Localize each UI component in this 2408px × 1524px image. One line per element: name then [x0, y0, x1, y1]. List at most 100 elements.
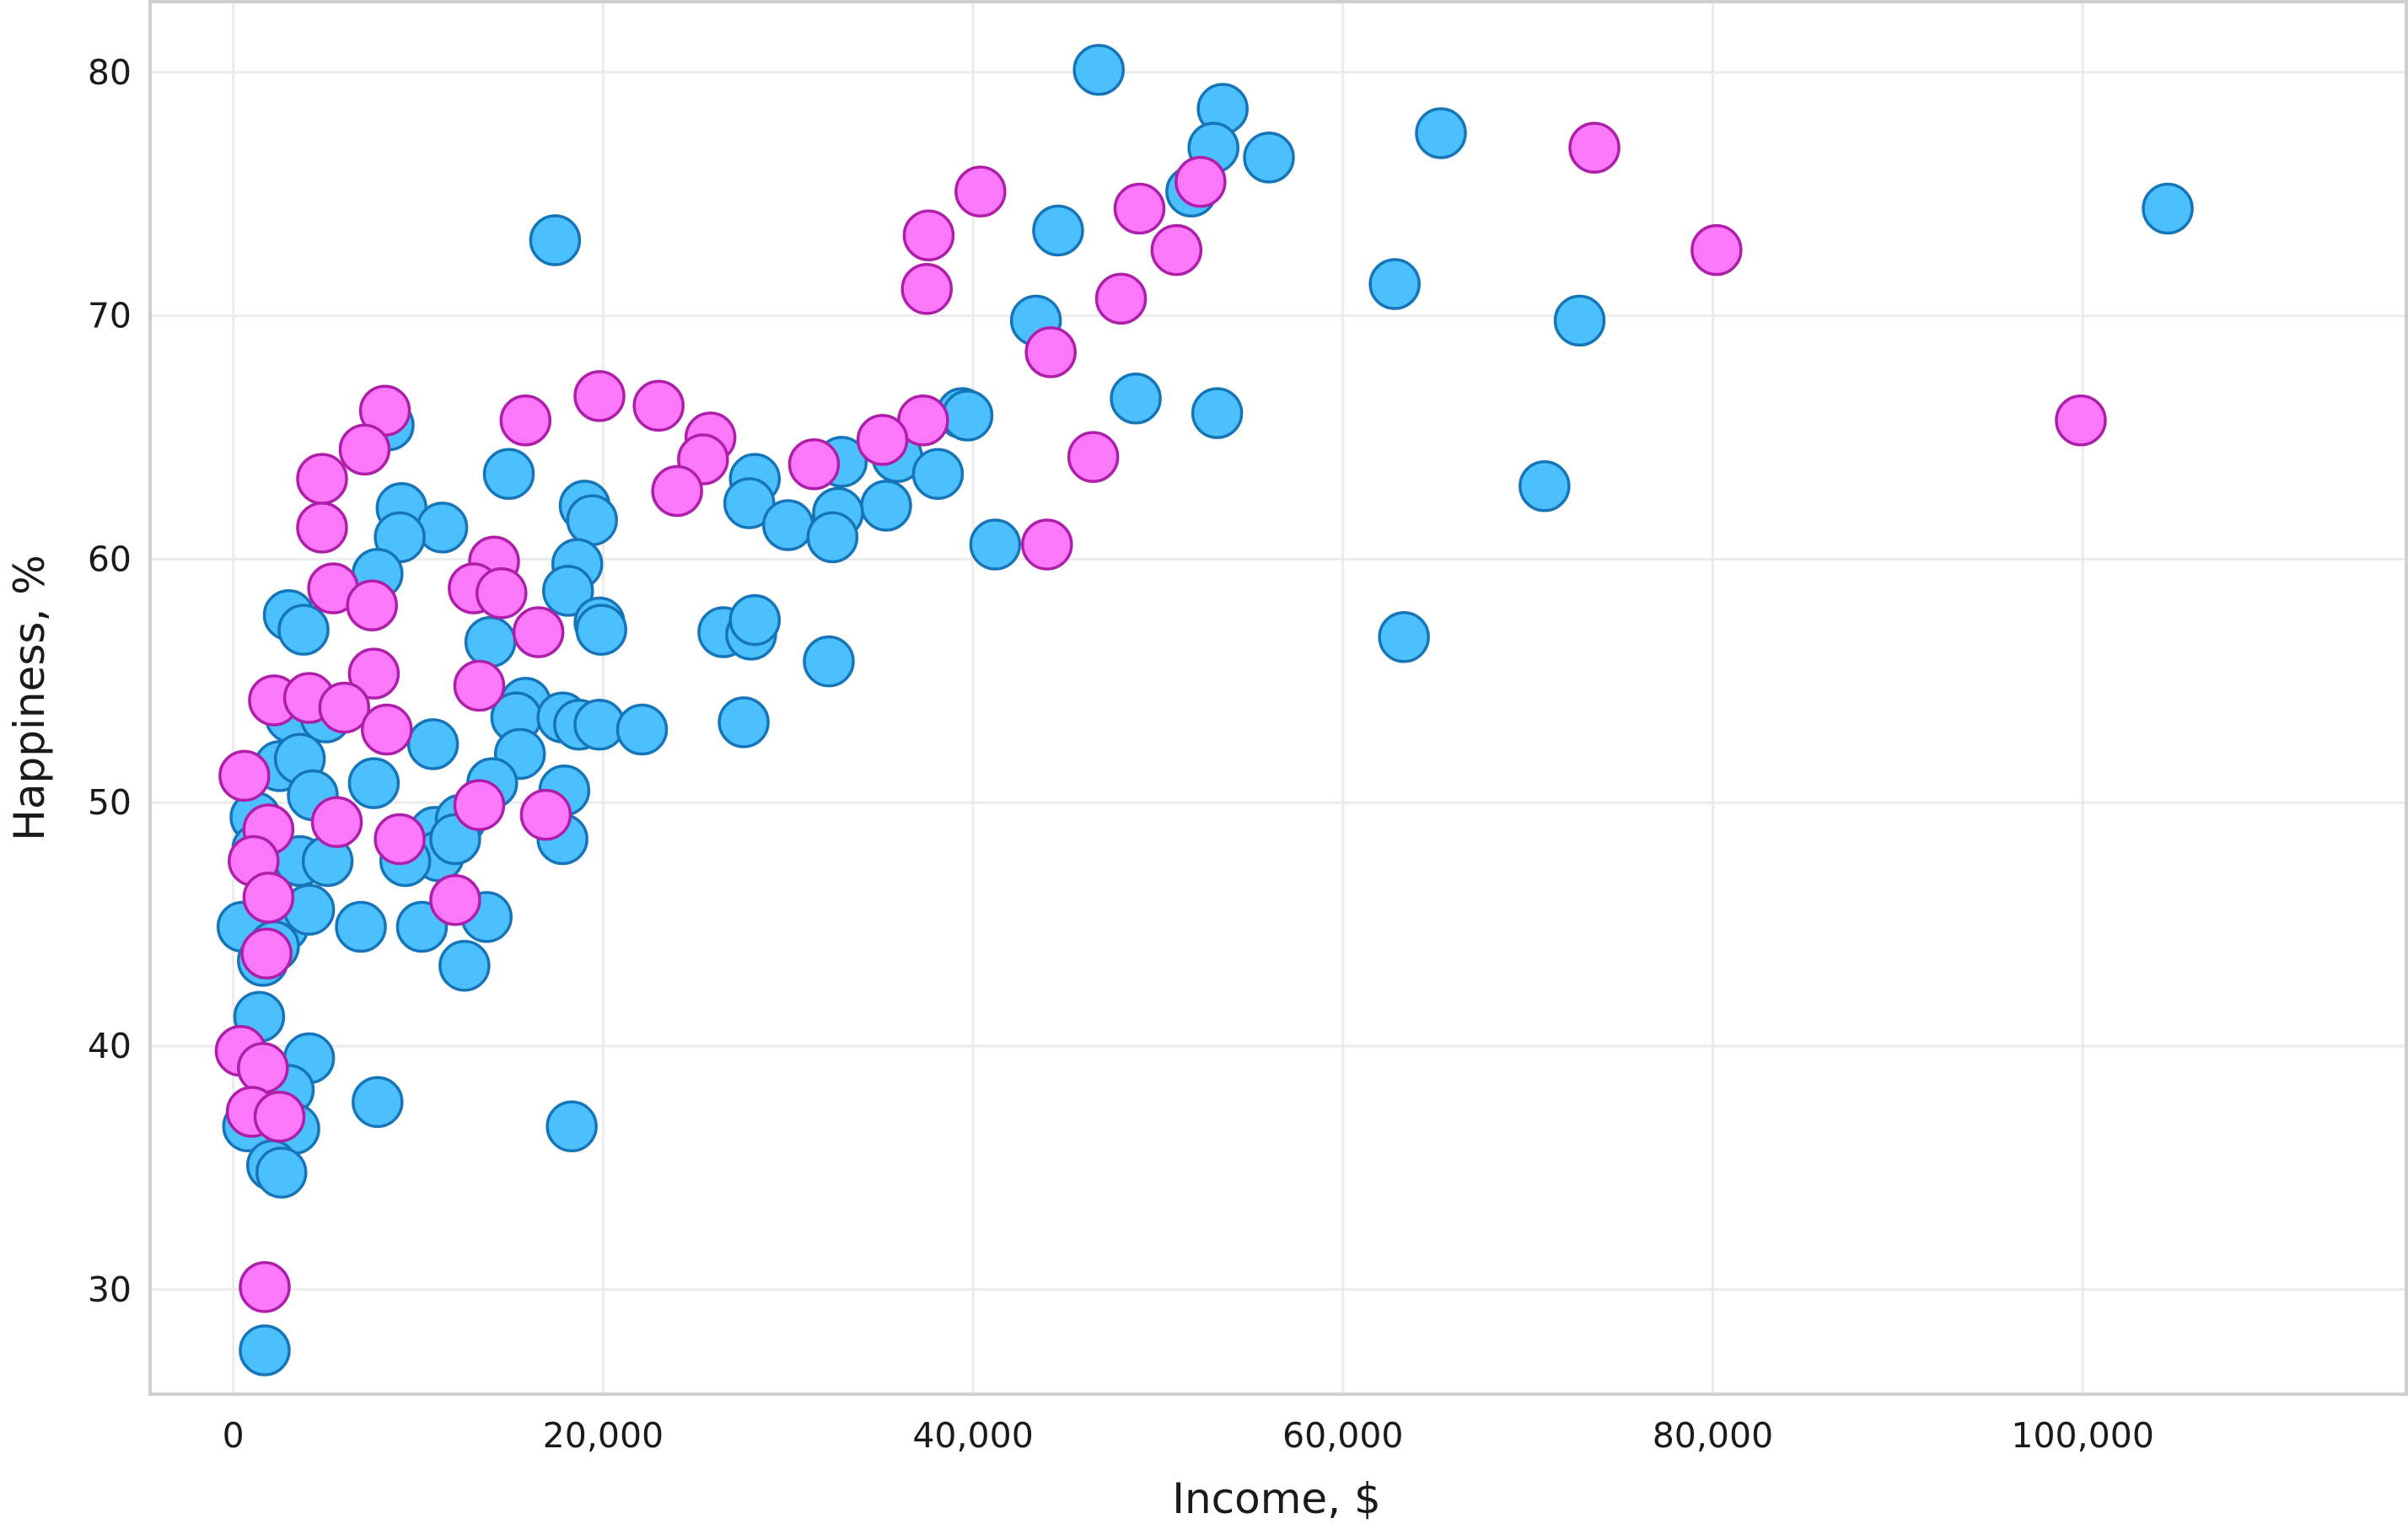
data-point [1110, 373, 1162, 425]
y-tick-label: 60 [88, 539, 132, 579]
data-point [277, 604, 330, 656]
data-point [1415, 107, 1467, 159]
y-tick-label: 70 [88, 296, 132, 336]
x-tick-labels: 0 20,000 40,000 60,000 80,000 100,000 [223, 1415, 2154, 1456]
data-point [374, 813, 426, 866]
data-point [310, 796, 363, 849]
data-point [406, 718, 460, 770]
data-point [1072, 44, 1125, 96]
data-point [941, 389, 994, 442]
data-point [615, 703, 669, 756]
plot-frame [148, 0, 2408, 1396]
data-point [1067, 431, 1120, 483]
data-point [347, 647, 400, 700]
data-point [296, 502, 348, 554]
data-point [239, 1324, 291, 1376]
data-point [476, 567, 528, 620]
x-tick-label: 40,000 [912, 1415, 1033, 1456]
data-point [2142, 182, 2194, 235]
data-point [546, 1100, 598, 1153]
data-point [1150, 223, 1203, 276]
x-tick-label: 20,000 [543, 1415, 664, 1456]
data-point [253, 1091, 306, 1143]
data-point [803, 635, 855, 688]
data-point [718, 696, 770, 749]
data-point [651, 464, 703, 518]
data-point [1568, 121, 1621, 174]
data-point [860, 480, 912, 532]
x-axis-title: Income, $ [1172, 1474, 1381, 1523]
y-gridlines [150, 71, 2406, 1291]
data-point [240, 927, 293, 980]
data-point [911, 448, 965, 501]
data-points [214, 44, 2194, 1376]
data-point [296, 453, 348, 505]
data-point [242, 872, 295, 924]
data-point [453, 779, 506, 831]
data-point [787, 437, 841, 491]
data-point [438, 939, 491, 992]
y-tick-label: 30 [88, 1269, 132, 1310]
data-point [728, 593, 782, 647]
data-point [529, 214, 582, 266]
series-1-points [216, 44, 2194, 1376]
y-tick-label: 50 [88, 782, 132, 823]
data-point [1024, 326, 1077, 378]
data-point [1368, 258, 1421, 310]
data-point [429, 873, 481, 926]
data-point [1113, 182, 1166, 235]
data-point [1191, 387, 1244, 439]
data-point [1518, 459, 1571, 512]
data-point [239, 1261, 291, 1313]
data-point [954, 165, 1007, 218]
data-point [453, 659, 506, 712]
data-point [482, 448, 535, 501]
data-point [575, 604, 627, 656]
data-point [1243, 131, 1295, 184]
x-tick-label: 0 [223, 1415, 245, 1456]
data-point [573, 370, 626, 422]
x-tick-label: 60,000 [1282, 1415, 1403, 1456]
data-point [566, 494, 618, 546]
data-point [512, 606, 565, 658]
x-tick-label: 100,000 [2011, 1415, 2154, 1456]
data-point [723, 477, 776, 529]
data-point [541, 565, 594, 617]
x-tick-label: 80,000 [1653, 1415, 1773, 1456]
data-point [499, 394, 552, 447]
data-point [464, 615, 517, 668]
data-point [1553, 294, 1606, 347]
data-point [2055, 394, 2107, 447]
data-point [361, 703, 413, 756]
data-point [1378, 611, 1430, 663]
data-point [255, 1146, 308, 1199]
data-point [318, 681, 371, 734]
data-point [856, 414, 909, 466]
data-point [346, 579, 398, 632]
series-2-points [214, 121, 2107, 1313]
data-point [969, 518, 1022, 571]
y-tick-label: 80 [88, 52, 132, 93]
data-point [902, 209, 955, 262]
data-point [519, 788, 572, 841]
data-point [900, 263, 953, 315]
data-point [761, 499, 814, 551]
data-point [416, 502, 469, 554]
data-point [632, 379, 685, 432]
data-point [335, 900, 387, 953]
data-point [1690, 223, 1743, 276]
data-point [806, 511, 859, 564]
y-axis-title: Happiness, % [5, 555, 54, 840]
data-point [1174, 155, 1227, 208]
y-tick-labels: 30 40 50 60 70 80 [88, 52, 132, 1310]
data-point [1021, 518, 1073, 571]
data-point [352, 1076, 404, 1129]
data-point [237, 1042, 289, 1094]
data-point [338, 423, 391, 476]
data-point [218, 749, 271, 802]
data-point [1032, 204, 1084, 257]
y-tick-label: 40 [88, 1026, 132, 1066]
data-point [347, 757, 400, 809]
data-point [1094, 272, 1148, 325]
